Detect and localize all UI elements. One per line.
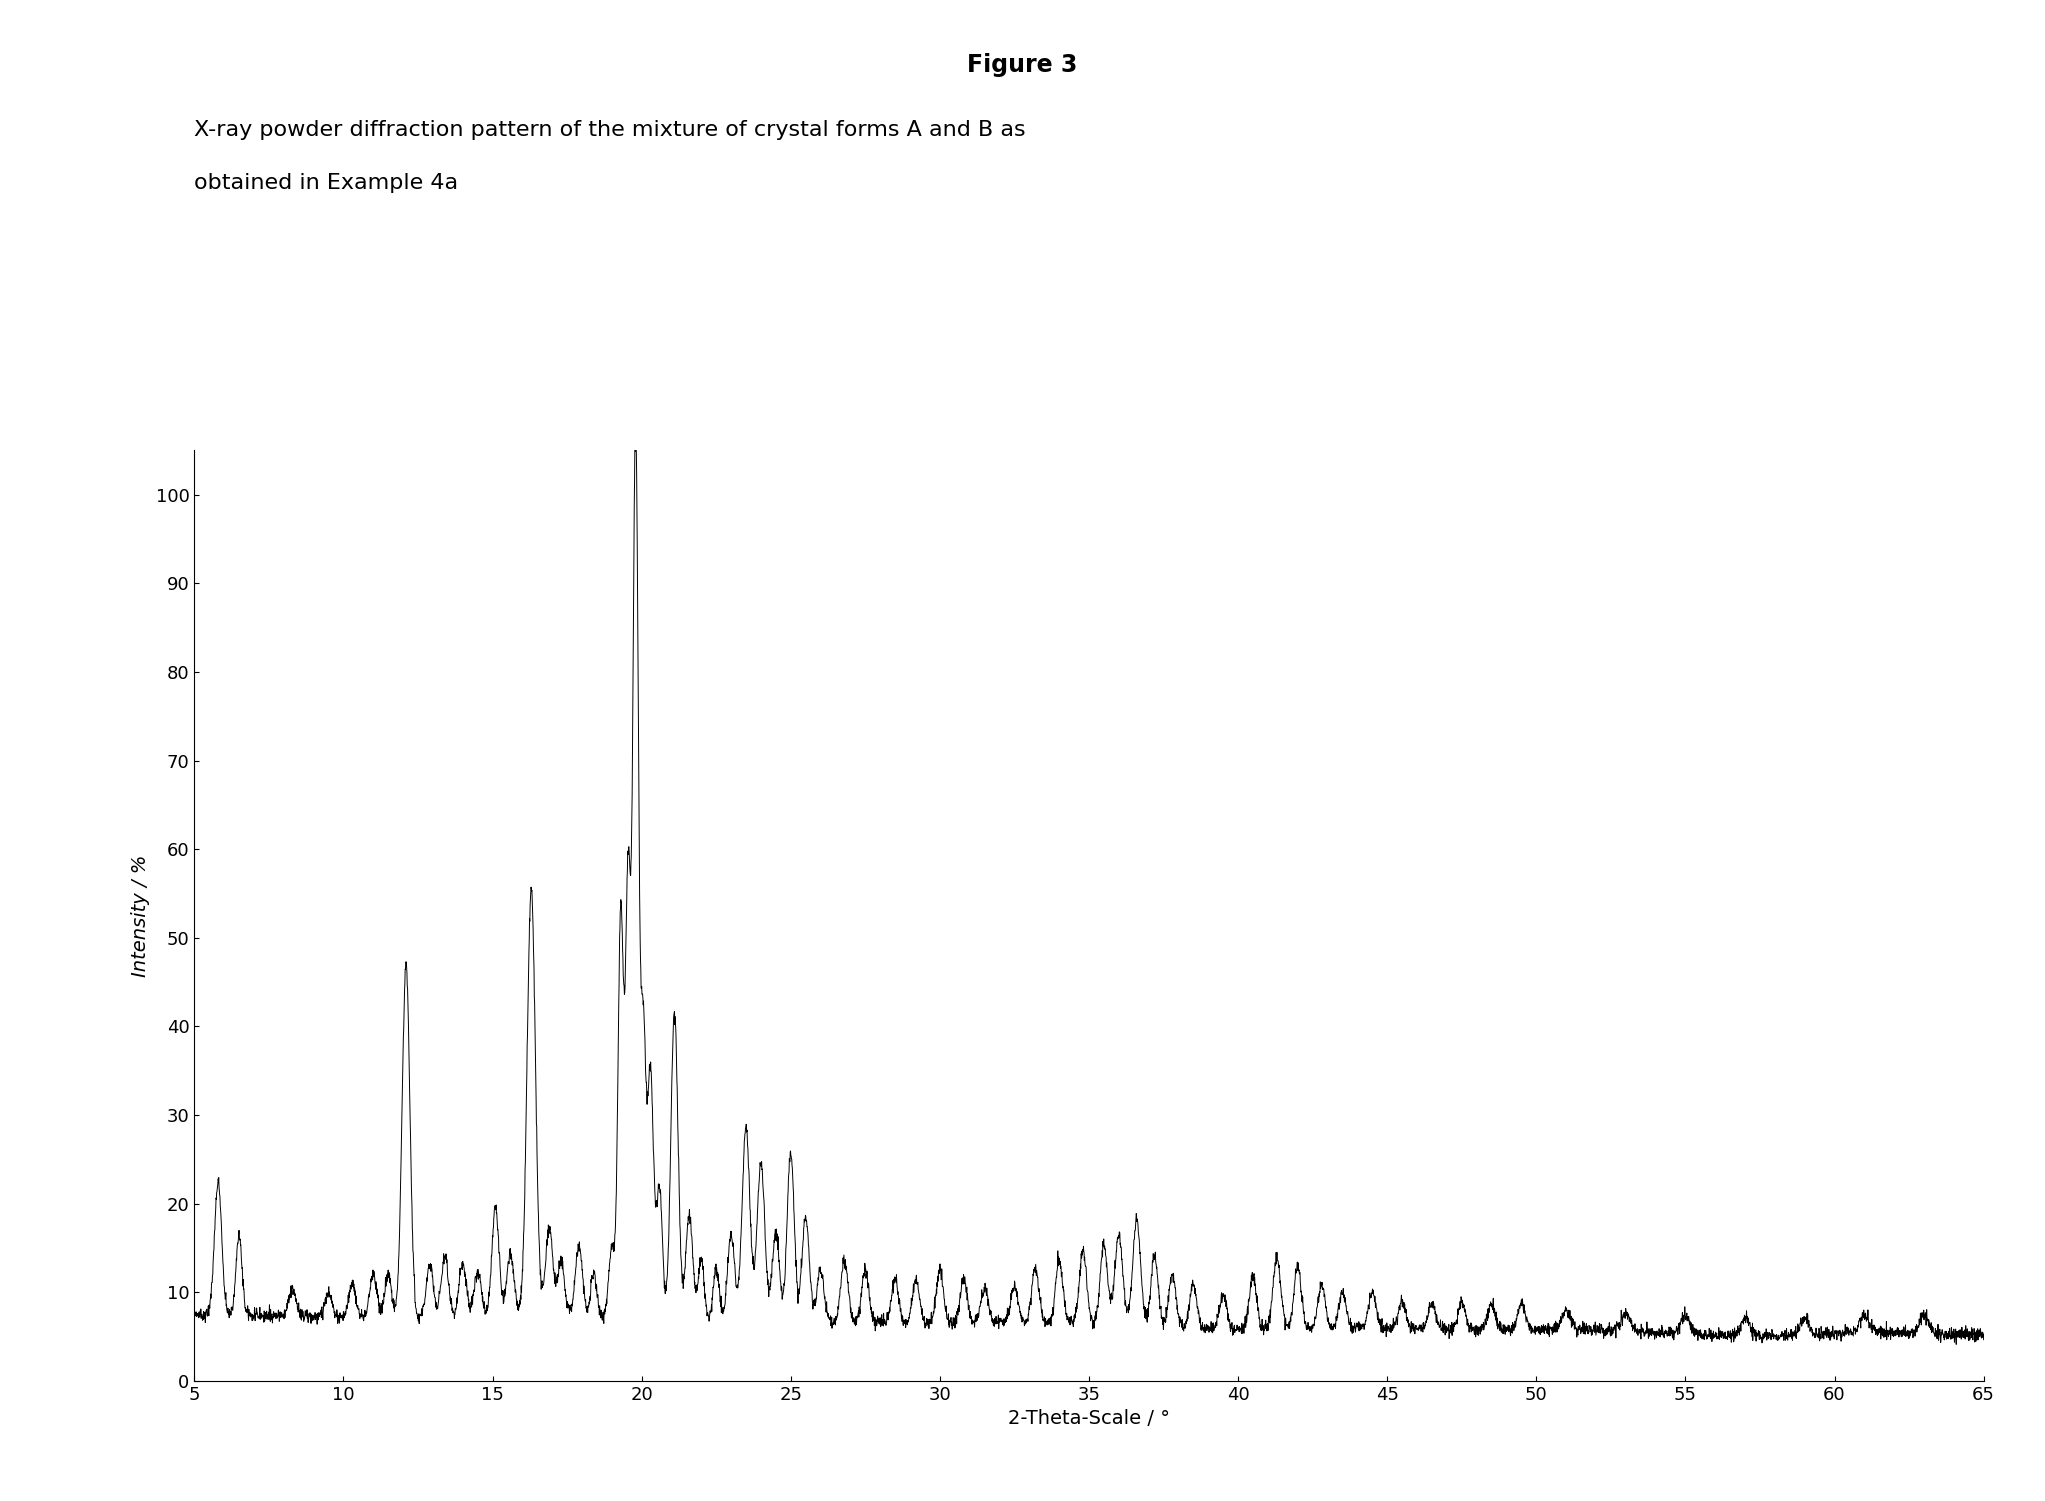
Y-axis label: Intensity / %: Intensity / % [131,854,149,977]
Text: Figure 3: Figure 3 [967,53,1078,77]
Text: X-ray powder diffraction pattern of the mixture of crystal forms A and B as: X-ray powder diffraction pattern of the … [194,120,1027,140]
X-axis label: 2-Theta-Scale / °: 2-Theta-Scale / ° [1008,1409,1170,1429]
Text: obtained in Example 4a: obtained in Example 4a [194,173,458,192]
